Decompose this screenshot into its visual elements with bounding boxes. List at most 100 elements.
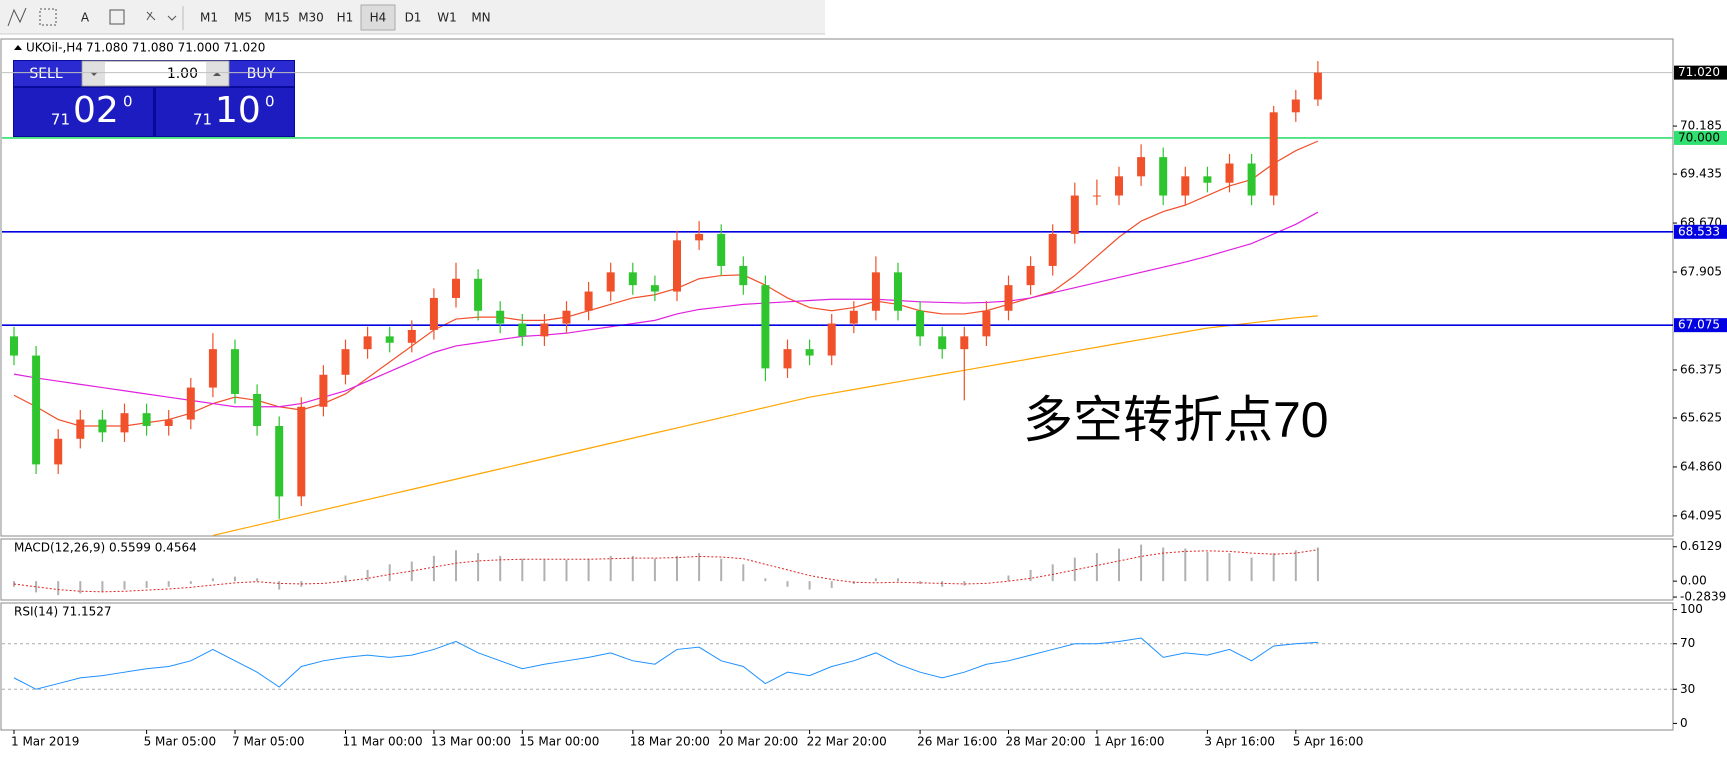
chart-icon[interactable] — [7, 7, 27, 27]
x-tick-label: 3 Apr 16:00 — [1204, 735, 1275, 749]
candle-body — [1070, 195, 1079, 234]
candle-body — [938, 336, 947, 350]
rsi-label: RSI(14) 71.1527 — [14, 605, 112, 619]
candle-body — [1225, 163, 1234, 183]
candle-body — [452, 278, 460, 298]
y-tick-label: 64.860 — [1680, 459, 1722, 473]
arrows-icon[interactable] — [146, 11, 177, 21]
active-timeframe[interactable] — [360, 4, 396, 31]
timeframe-button[interactable]: M30 — [298, 11, 324, 25]
trade-panel: SELL BUY 1.00 71 02 0 71 10 0 — [13, 60, 295, 137]
candle-body — [275, 425, 284, 497]
candle-body — [960, 336, 969, 350]
candle-body — [1115, 176, 1123, 196]
candle-body — [1092, 195, 1101, 197]
candle-body — [1004, 285, 1013, 311]
candle-body — [628, 272, 637, 286]
timeframe-button[interactable]: MN — [471, 11, 490, 25]
price-label: 70.000 — [1678, 130, 1720, 144]
y-tick-label: 67.905 — [1680, 265, 1722, 279]
sell-text[interactable]: SELL — [29, 66, 63, 82]
timeframe-button[interactable]: H4 — [370, 11, 387, 25]
text-tool[interactable]: A — [81, 11, 90, 25]
grid-icon[interactable] — [39, 8, 57, 26]
candle-body — [916, 310, 925, 337]
candle-body — [208, 349, 217, 388]
candle-body — [783, 349, 792, 369]
sell-button[interactable] — [14, 61, 88, 86]
price-label-bg — [1674, 318, 1727, 333]
moving-average — [212, 315, 1318, 537]
candle-body — [518, 323, 527, 337]
candle-body — [695, 233, 704, 241]
sell-sup: 0 — [123, 93, 133, 111]
macd-signal — [13, 549, 1318, 593]
textbox-icon[interactable] — [109, 9, 125, 25]
candle-body — [164, 419, 173, 426]
candle-body — [363, 336, 372, 350]
collapse-icon[interactable] — [14, 45, 22, 50]
annotation: 多空转折点70 — [1023, 392, 1329, 448]
candle-body — [231, 349, 239, 394]
candle-body — [142, 413, 151, 426]
candle-body — [717, 233, 726, 266]
candle-body — [1181, 176, 1190, 196]
macd-pane-border — [0, 538, 1674, 601]
toolbar — [0, 0, 825, 34]
candle-body — [1159, 157, 1168, 196]
candle-body — [1313, 72, 1322, 100]
y-tick-label: 30 — [1680, 682, 1695, 696]
candle-body — [739, 265, 748, 286]
candle-body — [761, 285, 770, 369]
x-tick-label: 7 Mar 05:00 — [232, 735, 305, 749]
price-label: 68.533 — [1678, 224, 1720, 238]
price-label-bg — [1674, 130, 1727, 145]
x-tick-label: 22 Mar 20:00 — [807, 735, 887, 749]
candle-body — [540, 323, 549, 337]
y-tick-label: 64.095 — [1680, 508, 1722, 522]
buy-button[interactable] — [229, 61, 294, 86]
y-tick-label: 65.625 — [1680, 410, 1722, 424]
candle-body — [429, 297, 438, 330]
timeframe-button[interactable]: M15 — [264, 11, 290, 25]
lots-field[interactable] — [81, 60, 230, 87]
candle-body — [98, 419, 107, 433]
timeframe-button[interactable]: M5 — [234, 11, 252, 25]
chart-title: UKOil-,H4 — [26, 41, 83, 55]
candle-body — [120, 413, 129, 433]
y-tick-label: 69.435 — [1680, 167, 1722, 181]
candle-body — [849, 310, 858, 324]
buy-main: 10 — [215, 90, 261, 131]
moving-average — [13, 211, 1319, 408]
candle-body — [186, 387, 195, 420]
timeframe-button[interactable]: M1 — [200, 11, 218, 25]
candle-body — [341, 349, 350, 375]
lots-value[interactable]: 1.00 — [167, 66, 198, 82]
candle-body — [805, 349, 814, 356]
sell-price-box[interactable] — [14, 88, 153, 136]
buy-price-box[interactable] — [156, 88, 294, 136]
y-tick-label: 0.00 — [1680, 574, 1707, 588]
candle-body — [673, 240, 681, 292]
timeframe-button[interactable]: W1 — [437, 11, 457, 25]
ohlc-label: 71.080 71.080 71.000 71.020 — [86, 41, 265, 55]
x-tick-label: 28 Mar 20:00 — [1006, 735, 1086, 749]
x-tick-label: 1 Mar 2019 — [11, 735, 79, 749]
candle-body — [1247, 163, 1256, 196]
candle-body — [474, 278, 483, 311]
buy-text[interactable]: BUY — [247, 66, 276, 82]
x-tick-label: 5 Mar 05:00 — [144, 735, 217, 749]
candle-body — [297, 406, 306, 497]
candle-body — [562, 310, 571, 324]
candle-body — [496, 310, 505, 324]
macd-label: MACD(12,26,9) 0.5599 0.4564 — [14, 541, 197, 555]
candle-body — [54, 438, 63, 465]
moving-average — [13, 140, 1319, 427]
y-tick-label: 100 — [1680, 602, 1703, 616]
x-tick-label: 1 Apr 16:00 — [1094, 735, 1165, 749]
timeframe-button[interactable]: H1 — [337, 11, 354, 25]
x-tick-label: 26 Mar 16:00 — [917, 735, 997, 749]
y-tick-label: 70.185 — [1680, 119, 1722, 133]
timeframe-button[interactable]: D1 — [405, 11, 422, 25]
